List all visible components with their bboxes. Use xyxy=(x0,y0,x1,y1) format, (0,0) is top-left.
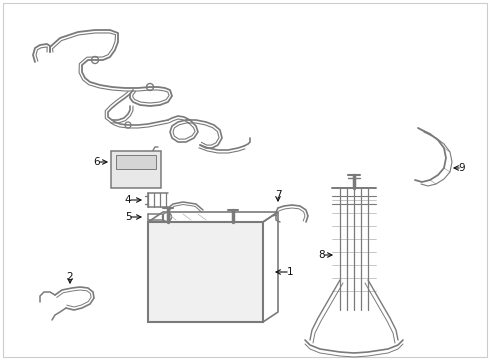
FancyBboxPatch shape xyxy=(116,155,156,169)
Text: 8: 8 xyxy=(318,250,325,260)
Text: 2: 2 xyxy=(67,272,74,282)
Text: 5: 5 xyxy=(124,212,131,222)
Text: 7: 7 xyxy=(275,190,281,200)
FancyBboxPatch shape xyxy=(111,151,161,188)
FancyBboxPatch shape xyxy=(148,222,263,322)
Text: 6: 6 xyxy=(94,157,100,167)
Text: 4: 4 xyxy=(124,195,131,205)
Text: 9: 9 xyxy=(459,163,466,173)
Text: 1: 1 xyxy=(287,267,294,277)
